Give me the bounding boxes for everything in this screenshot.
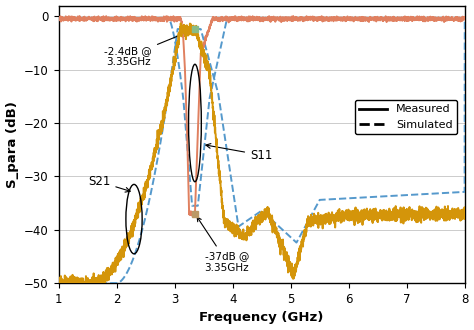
Y-axis label: S_para (dB): S_para (dB) xyxy=(6,101,18,188)
Text: S11: S11 xyxy=(206,144,273,162)
Text: S21: S21 xyxy=(88,175,130,192)
X-axis label: Frequency (GHz): Frequency (GHz) xyxy=(200,312,324,324)
Text: -37dB @
3.35GHz: -37dB @ 3.35GHz xyxy=(197,217,249,273)
Text: -2.4dB @
3.35GHz: -2.4dB @ 3.35GHz xyxy=(104,30,191,67)
Legend: Measured, Simulated: Measured, Simulated xyxy=(355,100,457,134)
